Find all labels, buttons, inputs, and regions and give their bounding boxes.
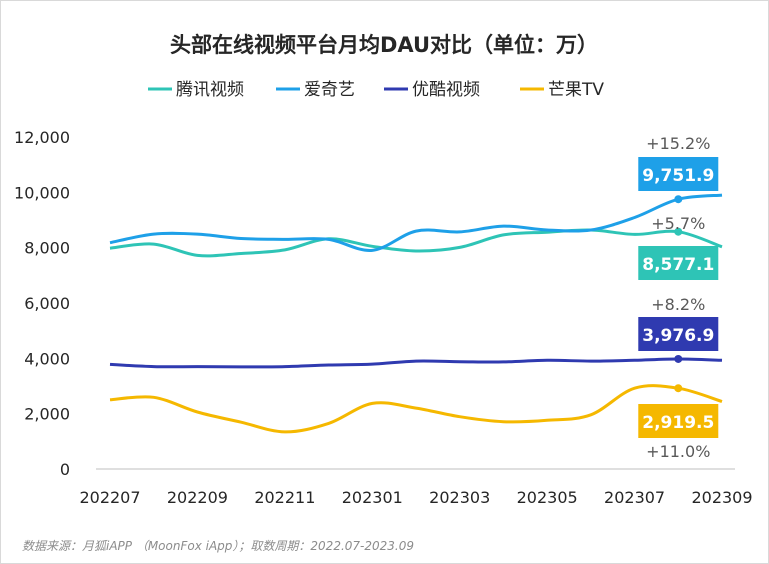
callout-box	[638, 404, 719, 438]
legend-label-3: 优酷视频	[412, 80, 480, 100]
y-tick-label: 2,000	[24, 405, 70, 424]
callout-growth: +15.2%	[646, 134, 710, 153]
x-tick-label: 202303	[429, 488, 490, 507]
callout-value: 2,919.5	[642, 413, 714, 433]
legend-label-1: 腾讯视频	[176, 80, 244, 100]
x-tick-label: 202211	[254, 488, 315, 507]
callouts: 8,577.1 +5.7% 9,751.9 +15.2% 3,976.9 +8.2% 2,9…	[638, 134, 719, 461]
plot-area	[109, 193, 723, 434]
y-tick-label: 12,000	[14, 128, 70, 147]
chart-title: 头部在线视频平台月均DAU对比（单位：万）	[170, 33, 598, 57]
y-tick-label: 8,000	[24, 239, 70, 258]
x-tick-label: 202307	[604, 488, 665, 507]
legend-label-2: 爱奇艺	[304, 80, 355, 100]
x-axis: 202207 202209 202211 202301 202303 202305 2023…	[79, 468, 753, 507]
series-line-3	[109, 357, 723, 369]
y-tick-label: 0	[60, 460, 70, 479]
y-tick-label: 10,000	[14, 183, 70, 202]
callout-value: 3,976.9	[642, 326, 714, 346]
series-line-2	[109, 193, 723, 252]
x-tick-label: 202209	[167, 488, 228, 507]
callout-box	[638, 157, 719, 191]
callout-2: 9,751.9 +15.2%	[638, 134, 719, 191]
series-marker-3	[674, 354, 683, 363]
legend: 腾讯视频 爱奇艺 优酷视频 芒果TV	[148, 80, 604, 100]
callout-growth: +11.0%	[646, 442, 710, 461]
y-tick-label: 6,000	[24, 294, 70, 313]
source-note: 数据来源：月狐iAPP （MoonFox iApp）；取数周期：2022.07-…	[22, 539, 414, 553]
series-marker-1	[674, 227, 683, 236]
callout-box	[638, 246, 719, 280]
series-marker-2	[674, 195, 683, 204]
callout-box	[638, 317, 719, 351]
x-tick-label: 202301	[342, 488, 403, 507]
series-line-4	[109, 384, 723, 434]
callout-3: 3,976.9 +8.2%	[638, 295, 719, 351]
callout-1: 8,577.1 +5.7%	[638, 214, 719, 280]
callout-4: 2,919.5 +11.0%	[638, 404, 719, 461]
legend-label-4: 芒果TV	[548, 80, 604, 100]
callout-value: 8,577.1	[642, 255, 714, 275]
callout-growth: +8.2%	[651, 295, 705, 314]
series-marker-4	[674, 384, 683, 393]
callout-growth: +5.7%	[651, 214, 705, 233]
y-tick-label: 4,000	[24, 349, 70, 368]
x-tick-label: 202309	[691, 488, 752, 507]
x-tick-label: 202305	[517, 488, 578, 507]
y-axis: 0 2,000 4,000 6,000 8,000 10,000 12,000	[14, 128, 70, 479]
x-tick-label: 202207	[79, 488, 140, 507]
callout-value: 9,751.9	[642, 166, 714, 186]
series-line-1	[109, 228, 723, 258]
